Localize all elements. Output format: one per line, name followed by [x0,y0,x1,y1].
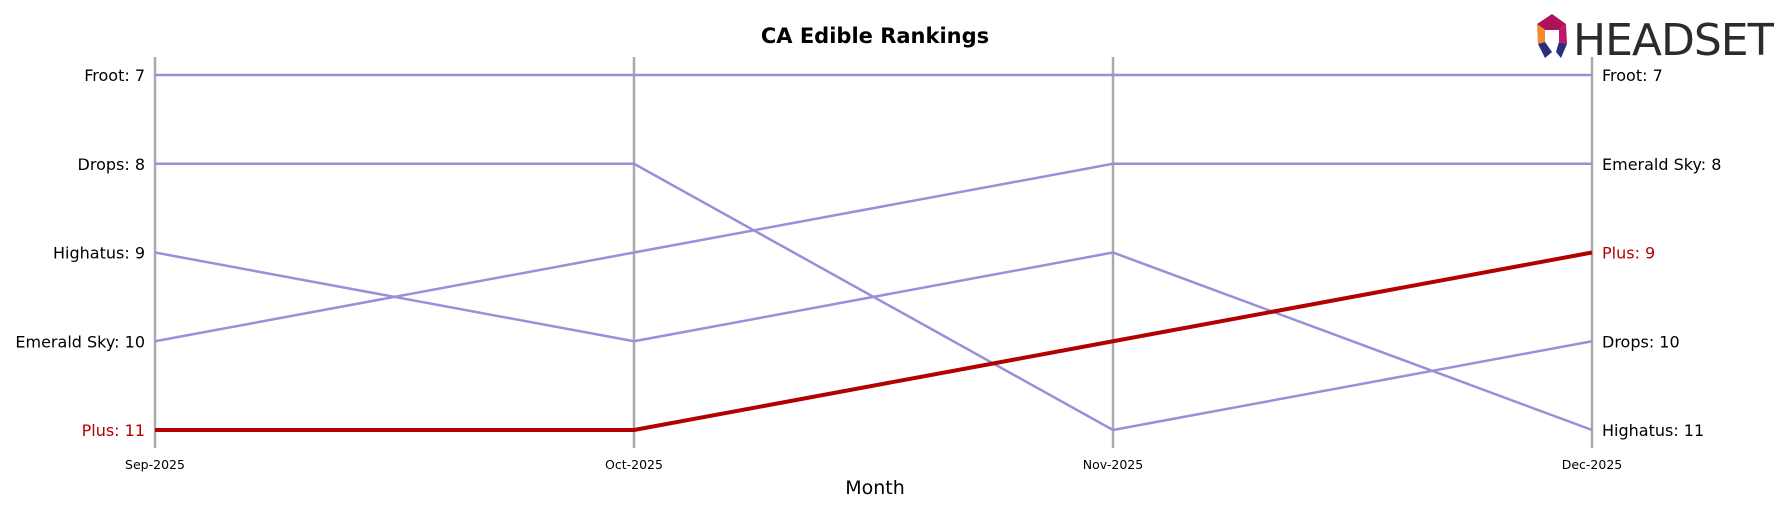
x-tick-label: Nov-2025 [1083,457,1143,472]
right-rank-label: Plus: 9 [1602,244,1655,263]
right-rank-labels: Froot: 7 Drops: 10 Highatus: 11 Emerald Sky… [1602,66,1721,440]
series-lines [154,73,1593,432]
series-line-highatus [154,251,1593,432]
x-tick-label: Sep-2025 [125,457,185,472]
right-rank-label: Highatus: 11 [1602,421,1704,440]
chart-title: CA Edible Rankings [761,24,989,48]
left-rank-labels: Froot: 7 Drops: 8 Highatus: 9 Emerald Sky: … [15,66,145,440]
left-rank-label: Emerald Sky: 10 [15,332,145,351]
x-tick-label: Dec-2025 [1562,457,1623,472]
chart-grid [153,57,1594,448]
headset-logo-mark [1537,14,1567,58]
headset-logo-text: HEADSET [1573,15,1774,66]
headset-logo: HEADSET [1537,14,1774,66]
x-tick-labels: Sep-2025 Oct-2025 Nov-2025 Dec-2025 [125,457,1622,472]
left-rank-label: Plus: 11 [82,421,145,440]
left-rank-label: Froot: 7 [84,66,145,85]
series-line-plus [155,250,1593,432]
right-rank-label: Drops: 10 [1602,332,1680,351]
left-rank-label: Highatus: 9 [53,244,145,263]
right-rank-label: Froot: 7 [1602,66,1663,85]
series-line-emerald-sky [154,162,1592,343]
left-rank-label: Drops: 8 [78,155,145,174]
right-rank-label: Emerald Sky: 8 [1602,155,1721,174]
x-tick-label: Oct-2025 [605,457,663,472]
x-axis-title: Month [845,477,905,499]
